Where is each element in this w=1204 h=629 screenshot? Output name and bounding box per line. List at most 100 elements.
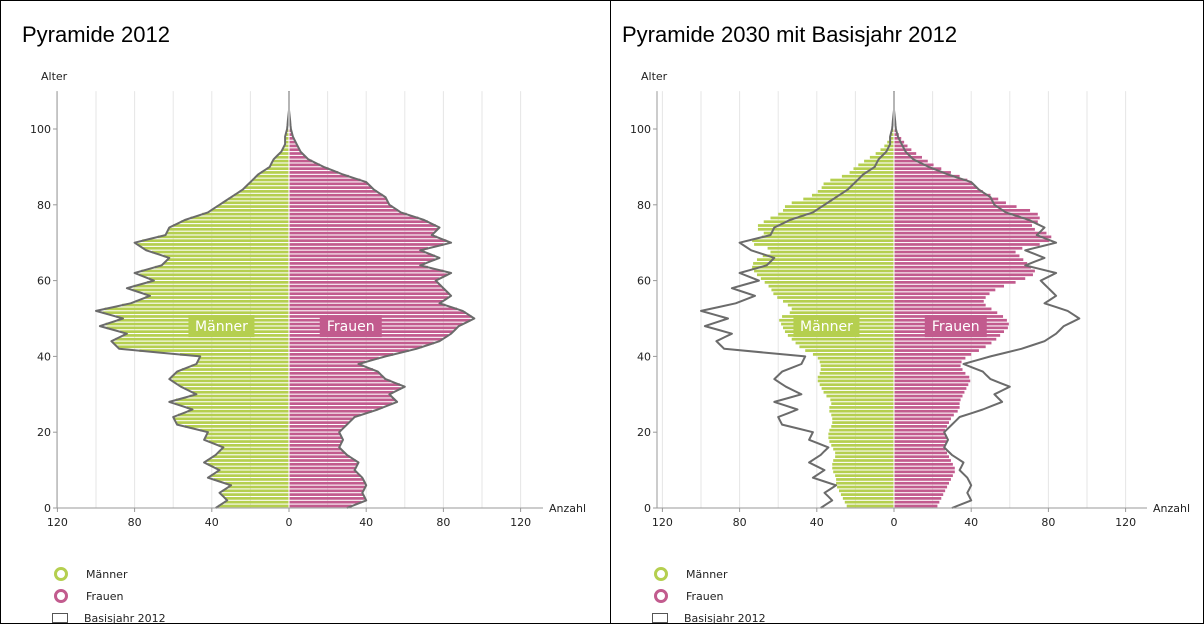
legend-item-frauen[interactable]: Frauen [652, 585, 766, 607]
bar-maenner [833, 470, 894, 474]
bar-maenner [117, 345, 289, 349]
bar-frauen [289, 129, 292, 133]
bar-maenner [186, 406, 289, 409]
bar-frauen [894, 262, 1028, 265]
bar-frauen [894, 296, 986, 299]
bar-maenner [221, 493, 289, 496]
bar-maenner [132, 288, 289, 292]
legend-item-maenner[interactable]: Männer [652, 563, 766, 585]
bar-maenner [817, 375, 894, 379]
bar-frauen [289, 478, 364, 481]
bar-maenner [823, 390, 894, 394]
legend: Männer Frauen Basisjahr 2012 [52, 563, 166, 629]
bar-maenner [151, 250, 289, 254]
bar-frauen [894, 428, 946, 432]
bar-frauen [894, 148, 912, 152]
bar-frauen [289, 152, 303, 155]
bar-frauen [894, 394, 963, 398]
bar-frauen [894, 390, 965, 394]
bar-frauen [894, 182, 974, 186]
bar-frauen [894, 485, 948, 489]
bar-frauen [894, 500, 940, 504]
bar-maenner [154, 265, 289, 269]
legend-item-basisjahr[interactable]: Basisjahr 2012 [652, 607, 766, 629]
bar-frauen [894, 345, 986, 349]
bar-frauen [289, 371, 380, 375]
bar-frauen [894, 421, 950, 424]
bar-frauen [894, 224, 1032, 227]
bar-frauen [289, 254, 435, 258]
bar-maenner [833, 459, 894, 462]
bar-maenner [756, 258, 894, 261]
x-tick-label: 40 [964, 516, 978, 529]
bar-maenner [197, 360, 289, 364]
bar-maenner [199, 356, 289, 360]
bar-frauen [894, 174, 960, 178]
legend-item-basisjahr[interactable]: Basisjahr 2012 [52, 607, 166, 629]
bar-frauen [894, 269, 1035, 273]
bar-frauen [894, 470, 955, 474]
bar-frauen [894, 402, 960, 406]
legend-label: Frauen [86, 589, 124, 603]
bar-maenner [832, 462, 894, 466]
bar-frauen [289, 243, 444, 246]
bar-maenner [147, 281, 289, 284]
bar-frauen [289, 299, 443, 303]
bar-maenner [285, 140, 289, 144]
bar-maenner [141, 269, 289, 273]
bar-frauen [289, 246, 428, 250]
basisjahr-line-frauen [288, 91, 476, 509]
bar-frauen [289, 281, 438, 284]
bar-frauen [289, 144, 298, 148]
bar-frauen [289, 398, 396, 402]
legend-item-frauen[interactable]: Frauen [52, 585, 166, 607]
bar-maenner [844, 500, 894, 504]
bar-frauen [289, 428, 342, 432]
bar-maenner [180, 220, 289, 224]
maenner-marker-icon [54, 567, 68, 581]
bar-frauen [289, 443, 341, 447]
bar-maenner [764, 281, 894, 284]
bar-frauen [289, 258, 435, 261]
x-tick-label: 40 [359, 516, 373, 529]
legend-item-maenner[interactable]: Männer [52, 563, 166, 585]
y-tick-label: 60 [37, 275, 51, 288]
bar-maenner [771, 288, 894, 292]
x-axis-label: Anzahl [1153, 502, 1190, 515]
bar-maenner [175, 371, 289, 375]
bar-maenner [222, 201, 289, 205]
bar-maenner [832, 417, 894, 421]
bar-maenner [122, 303, 290, 307]
bar-maenner [189, 394, 289, 398]
bar-maenner [261, 171, 289, 174]
panel-title: Pyramide 2030 mit Basisjahr 2012 [622, 22, 958, 47]
bar-maenner [762, 254, 894, 258]
bar-frauen [289, 269, 444, 273]
bar-frauen [894, 265, 1032, 269]
bar-frauen [289, 349, 409, 352]
bar-maenner [181, 368, 289, 371]
bar-maenner [176, 421, 289, 424]
bar-frauen [894, 288, 996, 292]
bar-frauen [894, 497, 942, 500]
bar-frauen [289, 311, 466, 315]
bar-maenner [787, 303, 894, 307]
bar-frauen [894, 356, 966, 360]
bar-frauen [894, 375, 970, 379]
bar-frauen [894, 504, 938, 508]
bar-frauen [289, 262, 426, 265]
bar-frauen [894, 440, 948, 443]
bar-frauen [894, 152, 917, 155]
bar-frauen [894, 371, 966, 375]
bar-maenner [773, 292, 894, 296]
panel-divider [610, 0, 611, 624]
inner-label-frauen: Frauen [932, 319, 980, 335]
bar-maenner [753, 262, 894, 265]
bar-frauen [894, 284, 1005, 288]
bar-frauen [289, 136, 294, 140]
bar-frauen [289, 273, 448, 277]
inner-label-frauen: Frauen [327, 319, 375, 335]
bar-maenner [831, 402, 894, 406]
bar-maenner [841, 174, 894, 178]
bar-frauen [894, 387, 967, 390]
